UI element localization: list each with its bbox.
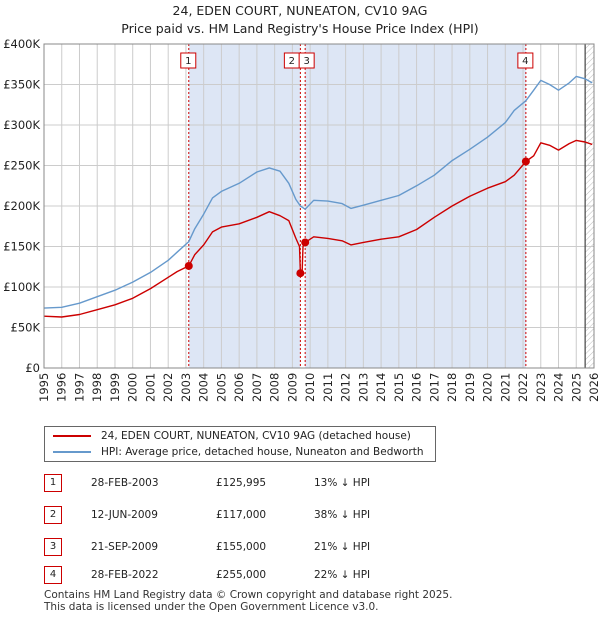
sale-hpi-diff: 13% ↓ HPI [314,477,371,489]
x-tick-label: 2011 [321,373,335,402]
legend: 24, EDEN COURT, NUNEATON, CV10 9AG (deta… [44,426,436,462]
sale-hpi-diff: 38% ↓ HPI [314,509,371,521]
x-tick-label: 1995 [37,373,51,402]
legend-swatch-property [53,435,91,437]
x-tick-label: 1996 [55,373,69,402]
legend-swatch-hpi [53,451,91,453]
sale-label-text: 4 [522,56,528,67]
x-tick-label: 2024 [552,373,566,402]
y-tick-label: £150K [3,240,40,254]
sale-label-box: 4 [517,52,534,69]
y-tick-label: £0 [25,361,40,375]
sale-label-text: 2 [289,56,295,67]
x-tick-label: 2007 [250,373,264,402]
sale-point [296,269,305,278]
x-tick-label: 2012 [339,373,353,402]
sale-row: 2 12-JUN-2009 £117,000 38% ↓ HPI [44,506,584,524]
footer-line-1: Contains HM Land Registry data © Crown c… [44,589,453,601]
x-tick-label: 2015 [392,373,406,402]
sale-row: 4 28-FEB-2022 £255,000 22% ↓ HPI [44,566,584,584]
x-tick-label: 2019 [463,373,477,402]
sale-number-badge: 1 [44,474,62,492]
x-tick-label: 2006 [232,373,246,402]
x-tick-label: 1999 [108,373,122,402]
sale-label-box: 2 [283,52,300,69]
y-tick-label: £350K [3,78,40,92]
sale-label-frame [298,52,315,69]
x-tick-label: 2010 [303,373,317,402]
x-tick-label: 2000 [126,373,140,402]
y-tick-label: £100K [3,280,40,294]
x-tick-label: 2005 [214,373,228,402]
sale-number-badge: 4 [44,566,62,584]
sale-date: 12-JUN-2009 [91,509,158,521]
x-tick-label: 2022 [516,373,530,402]
sale-number-badge: 2 [44,506,62,524]
sale-date: 21-SEP-2009 [91,541,159,553]
sale-label-frame [517,52,534,69]
y-tick-label: £400K [3,37,40,51]
sale-point [301,238,310,247]
hpi-series-line [43,75,593,309]
sale-date: 28-FEB-2003 [91,477,159,489]
x-tick-label: 2014 [374,373,388,402]
y-tick-label: £300K [3,118,40,132]
x-tick-label: 2017 [427,373,441,402]
sale-label-box: 3 [298,52,315,69]
sale-label-text: 1 [185,56,191,67]
sale-row: 3 21-SEP-2009 £155,000 21% ↓ HPI [44,538,584,556]
sale-hpi-diff: 21% ↓ HPI [314,541,371,553]
x-tick-label: 2013 [356,373,370,402]
y-tick-label: £250K [3,159,40,173]
x-tick-label: 1998 [90,373,104,402]
y-tick-label: £50K [11,321,41,335]
y-tick-label: £200K [3,199,40,213]
sale-point [521,157,530,166]
x-tick-label: 2001 [143,373,157,402]
x-tick-label: 2020 [481,373,495,402]
x-tick-label: 2002 [161,373,175,402]
sale-hpi-diff: 22% ↓ HPI [314,569,371,581]
chart-title: 24, EDEN COURT, NUNEATON, CV10 9AG Price… [0,2,600,38]
sale-point [184,261,193,270]
x-tick-label: 2021 [498,373,512,402]
legend-label-property: 24, EDEN COURT, NUNEATON, CV10 9AG (deta… [101,430,411,442]
x-tick-label: 2026 [587,373,600,402]
x-tick-label: 2018 [445,373,459,402]
sale-date: 28-FEB-2022 [91,569,159,581]
sale-label-box: 1 [180,52,197,69]
title-line-1: 24, EDEN COURT, NUNEATON, CV10 9AG [172,3,428,18]
x-tick-label: 2004 [197,373,211,402]
x-tick-label: 1997 [72,373,86,402]
sale-label-text: 3 [303,56,309,67]
footer-line-2: This data is licensed under the Open Gov… [44,601,379,613]
sale-row: 1 28-FEB-2003 £125,995 13% ↓ HPI [44,474,584,492]
sale-price: £255,000 [216,569,267,581]
x-tick-label: 2023 [534,373,548,402]
plot-frame [43,43,595,369]
x-tick-label: 2008 [268,373,282,402]
sale-price: £117,000 [216,509,267,521]
x-tick-label: 2009 [285,373,299,402]
sale-number-badge: 3 [44,538,62,556]
x-tick-label: 2025 [569,373,583,402]
sale-price: £155,000 [216,541,267,553]
x-tick-label: 2016 [410,373,424,402]
sale-price: £125,995 [216,477,267,489]
footer-attribution: Contains HM Land Registry data © Crown c… [44,589,452,613]
x-tick-label: 2003 [179,373,193,402]
legend-label-hpi: HPI: Average price, detached house, Nune… [101,446,424,458]
title-line-2: Price paid vs. HM Land Registry's House … [121,21,479,36]
sale-label-frame [180,52,197,69]
